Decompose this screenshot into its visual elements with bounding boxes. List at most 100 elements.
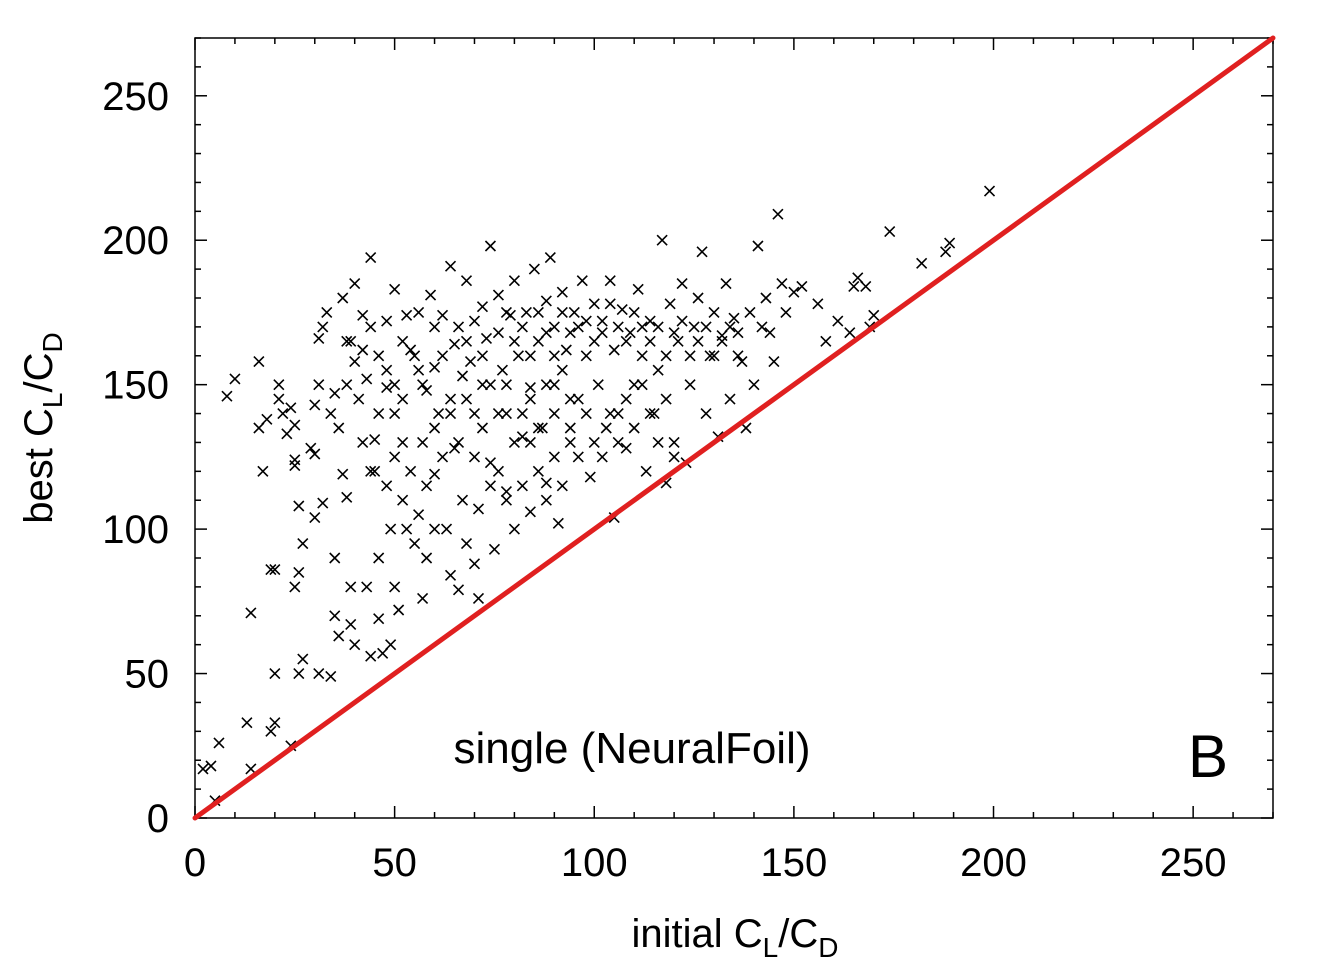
- data-point: [588, 298, 600, 310]
- data-point: [612, 436, 624, 449]
- data-point: [389, 379, 401, 391]
- data-point: [788, 286, 800, 298]
- data-point: [588, 436, 600, 449]
- data-point: [492, 465, 505, 477]
- data-point: [472, 592, 485, 605]
- data-point: [452, 321, 465, 333]
- data-point: [293, 500, 305, 512]
- data-point: [564, 393, 576, 405]
- data-point: [500, 494, 512, 506]
- data-point: [269, 563, 281, 576]
- data-point: [524, 381, 536, 394]
- data-point: [309, 448, 321, 460]
- data-point: [381, 381, 393, 394]
- data-point: [353, 393, 365, 405]
- data-point: [265, 563, 277, 576]
- data-point: [333, 630, 345, 642]
- data-point: [752, 240, 764, 252]
- data-point: [389, 451, 401, 463]
- data-point: [289, 581, 301, 593]
- data-point: [337, 292, 349, 304]
- data-point: [728, 312, 740, 324]
- data-points: [197, 185, 996, 807]
- data-point: [436, 309, 449, 321]
- data-point: [452, 436, 465, 449]
- data-point: [413, 364, 425, 376]
- data-point: [612, 321, 624, 333]
- data-point: [468, 407, 481, 420]
- data-point: [636, 350, 648, 362]
- data-point: [860, 280, 872, 293]
- data-point: [532, 306, 544, 319]
- data-point: [608, 344, 620, 356]
- data-point: [848, 280, 860, 293]
- y-tick-label: 200: [102, 219, 169, 263]
- data-point: [548, 407, 560, 420]
- data-point: [540, 295, 552, 307]
- data-point: [540, 379, 552, 391]
- data-point: [436, 350, 449, 362]
- data-point: [289, 419, 301, 431]
- data-point: [704, 350, 716, 362]
- data-point: [428, 523, 441, 535]
- data-point: [560, 344, 572, 356]
- data-point: [393, 604, 405, 616]
- data-point: [568, 306, 580, 319]
- data-point: [357, 344, 369, 356]
- data-point: [289, 459, 301, 472]
- data-point: [205, 760, 217, 772]
- data-point: [337, 468, 349, 480]
- data-point: [780, 306, 792, 319]
- data-point: [868, 309, 880, 321]
- x-tick-label: 0: [184, 841, 206, 885]
- data-point: [317, 321, 329, 333]
- data-point: [676, 315, 688, 327]
- data-point: [428, 422, 441, 434]
- data-point: [500, 485, 512, 498]
- data-point: [468, 558, 481, 570]
- data-point: [724, 393, 736, 405]
- data-point: [269, 667, 281, 680]
- data-point: [373, 350, 385, 362]
- data-point: [628, 379, 640, 391]
- data-point: [940, 246, 952, 258]
- data-point: [333, 422, 345, 434]
- data-point: [460, 335, 473, 347]
- data-point: [357, 436, 369, 449]
- data-point: [293, 566, 305, 579]
- data-point: [756, 321, 768, 333]
- data-point: [516, 431, 528, 443]
- data-point: [764, 327, 776, 339]
- data-point: [604, 298, 616, 310]
- data-point: [329, 610, 341, 622]
- data-point: [341, 379, 353, 391]
- data-point: [516, 321, 528, 333]
- x-tick-label: 200: [960, 841, 1027, 885]
- data-point: [413, 306, 425, 319]
- data-point: [484, 379, 497, 391]
- data-point: [476, 350, 489, 362]
- data-point: [476, 379, 489, 391]
- data-point: [293, 667, 305, 680]
- data-point: [385, 639, 397, 651]
- data-point: [524, 436, 536, 449]
- annotation-text: single (NeuralFoil): [453, 724, 810, 773]
- y-tick-label: 0: [147, 797, 169, 841]
- data-point: [524, 506, 536, 518]
- data-point: [668, 451, 680, 463]
- data-point: [197, 763, 209, 775]
- data-point: [321, 306, 333, 319]
- data-point: [317, 497, 329, 509]
- data-point: [289, 454, 301, 466]
- data-point: [644, 407, 656, 420]
- axis-ticks: 0 50 100 150 200 250 0 50 100 150 200 250: [102, 37, 1274, 885]
- data-point: [628, 422, 640, 434]
- data-point: [409, 537, 421, 550]
- data-point: [580, 350, 592, 362]
- data-point: [349, 277, 361, 290]
- data-point: [820, 335, 832, 347]
- data-point: [401, 523, 413, 535]
- data-point: [620, 393, 632, 405]
- data-point: [369, 433, 381, 446]
- data-point: [269, 717, 281, 729]
